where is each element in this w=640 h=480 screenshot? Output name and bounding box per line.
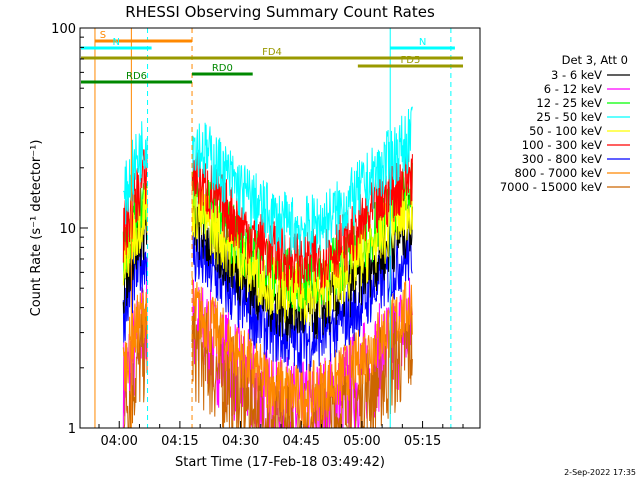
series-line (122, 288, 148, 392)
x-tick-label: 05:00 (343, 434, 380, 449)
x-tick-label: 04:45 (282, 434, 319, 449)
y-tick-label: 100 (51, 22, 76, 37)
legend-label: 25 - 50 keV (536, 110, 602, 124)
y-axis-label: Count Rate (s⁻¹ detector⁻¹) (29, 140, 44, 317)
y-tick-label: 1 (68, 422, 76, 437)
series-line (191, 223, 413, 373)
legend-label: 300 - 800 keV (522, 152, 602, 166)
x-axis-label: Start Time (17-Feb-18 03:49:42) (175, 455, 385, 470)
flag-label: N (113, 37, 120, 48)
series-line (122, 121, 148, 225)
flag-label: RD6 (126, 71, 147, 82)
timestamp: 2-Sep-2022 17:35 (564, 468, 636, 477)
x-tick-label: 04:00 (100, 434, 137, 449)
axis-ticks: 04:00 04:15 04:30 04:45 05:00 05:15 1 10 100 (51, 22, 464, 449)
legend-label: 12 - 25 keV (536, 96, 602, 110)
legend-label: 800 - 7000 keV (514, 166, 602, 180)
series-line (191, 276, 413, 427)
plot-area (94, 28, 452, 430)
x-tick-label: 05:15 (404, 434, 441, 449)
series-line (122, 186, 148, 286)
series-line (191, 106, 413, 258)
flag-label: FD5 (401, 55, 421, 66)
chart-title: RHESSI Observing Summary Count Rates (125, 3, 435, 21)
legend-label: 100 - 300 keV (522, 138, 602, 152)
flag-label: N (419, 37, 426, 48)
legend-label: 50 - 100 keV (529, 124, 602, 138)
flag-label: S (100, 30, 106, 41)
legend-label: 6 - 12 keV (544, 82, 602, 96)
y-tick-label: 10 (59, 222, 76, 237)
flag-label: FD4 (262, 47, 282, 58)
legend-label: 3 - 6 keV (551, 68, 602, 82)
x-tick-label: 04:30 (222, 434, 259, 449)
series-line (191, 181, 413, 327)
legend-title: Det 3, Att 0 (562, 53, 628, 67)
x-tick-label: 04:15 (161, 434, 198, 449)
legend-label: 7000 - 15000 keV (500, 180, 602, 194)
flag-label: RD0 (212, 63, 233, 74)
